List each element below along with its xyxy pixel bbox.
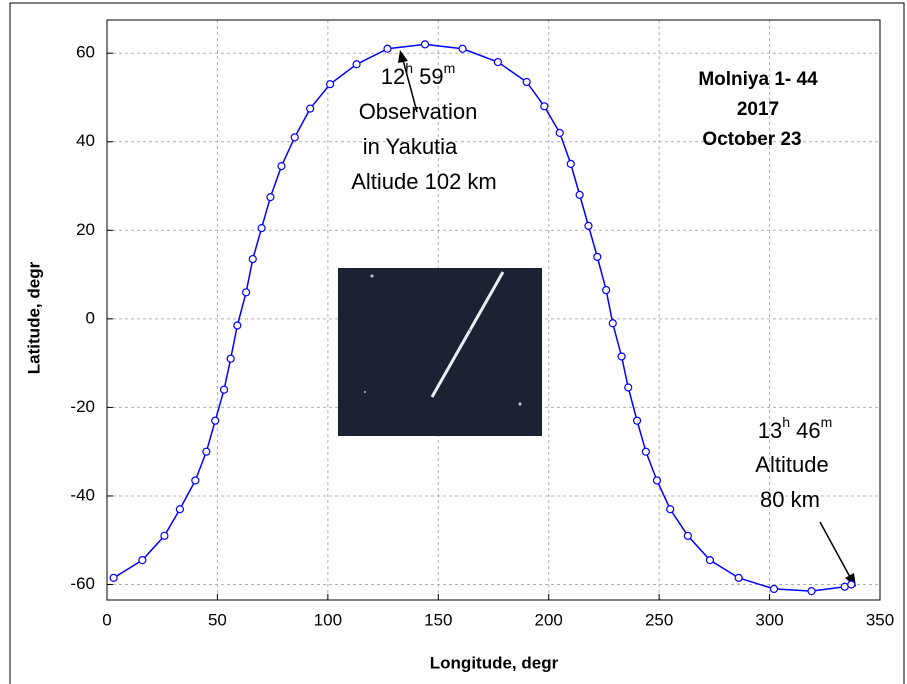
point	[652, 476, 662, 485]
point	[608, 319, 617, 328]
point	[290, 133, 299, 142]
x-tick-label: 150	[424, 610, 452, 629]
point	[266, 192, 275, 202]
y-axis-label: Latitude, degr	[24, 261, 43, 374]
frame	[9, 2, 905, 684]
point	[325, 80, 335, 89]
x-tick-label: 0	[102, 610, 111, 629]
point	[226, 354, 235, 363]
point	[138, 556, 147, 565]
point	[211, 416, 220, 425]
x-tick-label: 300	[755, 610, 783, 629]
annotation-part: 13	[758, 418, 782, 443]
y-tick-label: -60	[70, 574, 95, 593]
point	[584, 221, 593, 230]
point	[807, 587, 816, 596]
x-tick-label: 50	[208, 610, 227, 629]
point	[420, 40, 430, 49]
annotation-part: h	[405, 60, 413, 76]
point	[383, 44, 392, 53]
annotation-part: h	[782, 414, 790, 430]
plot-area	[106, 19, 881, 601]
x-tick-label: 350	[866, 610, 894, 629]
annotation: Observation	[359, 99, 478, 124]
point	[493, 57, 503, 67]
annotation: in Yakutia	[363, 134, 458, 159]
point	[734, 573, 743, 582]
point	[352, 60, 361, 69]
point	[160, 531, 169, 540]
annotation: 12h 59m	[381, 60, 456, 89]
point	[566, 159, 575, 168]
y-tick-label: -20	[70, 397, 95, 416]
annotation-part: Altiude 102 km	[351, 169, 497, 194]
annotation-part: 59	[413, 64, 444, 89]
point	[555, 128, 564, 138]
x-axis-label: Longitude, degr	[430, 653, 559, 672]
point	[257, 223, 266, 233]
point	[769, 584, 779, 594]
point	[624, 383, 633, 392]
photo	[338, 268, 542, 436]
annotation-part: Altitude	[755, 452, 828, 477]
point	[617, 352, 626, 361]
point	[219, 385, 229, 394]
annotation-part: Observation	[359, 99, 478, 124]
point	[632, 416, 642, 425]
point	[666, 505, 675, 514]
title: October 23	[702, 129, 801, 150]
point	[593, 252, 602, 261]
point	[233, 321, 242, 330]
annotation-part: in Yakutia	[363, 134, 458, 159]
point	[248, 254, 257, 264]
annotation: Altitude	[755, 452, 828, 477]
title: 2017	[737, 99, 779, 120]
point	[540, 102, 549, 111]
point	[109, 573, 118, 582]
annotation-part: 12	[381, 64, 405, 89]
point	[306, 104, 315, 113]
point	[242, 288, 251, 297]
annotation: Altiude 102 km	[351, 169, 497, 194]
x-tick-label: 100	[314, 610, 342, 629]
x-tick-label: 250	[645, 610, 673, 629]
point	[847, 580, 856, 589]
annotation-part: m	[444, 60, 456, 76]
y-tick-label: 60	[76, 43, 95, 62]
annotation: 80 km	[760, 487, 820, 512]
annotation-part: m	[821, 414, 833, 430]
point	[522, 77, 531, 87]
point	[191, 476, 200, 485]
point	[277, 162, 286, 171]
point	[705, 556, 715, 565]
annotation-part: 80 km	[760, 487, 820, 512]
point	[575, 190, 584, 199]
point	[458, 44, 467, 53]
x-tick-label: 200	[535, 610, 563, 629]
y-tick-label: -40	[70, 485, 95, 504]
point	[641, 447, 650, 456]
point	[840, 582, 849, 591]
point	[202, 447, 211, 456]
point	[602, 285, 611, 295]
y-tick-label: 0	[86, 308, 95, 327]
y-tick-label: 20	[76, 220, 95, 239]
y-tick-label: 40	[76, 131, 95, 150]
point	[683, 531, 692, 540]
point	[175, 505, 184, 514]
annotation-part: 46	[790, 418, 821, 443]
title: Molniya 1- 44	[698, 69, 818, 90]
annotation: 13h 46m	[758, 414, 833, 443]
